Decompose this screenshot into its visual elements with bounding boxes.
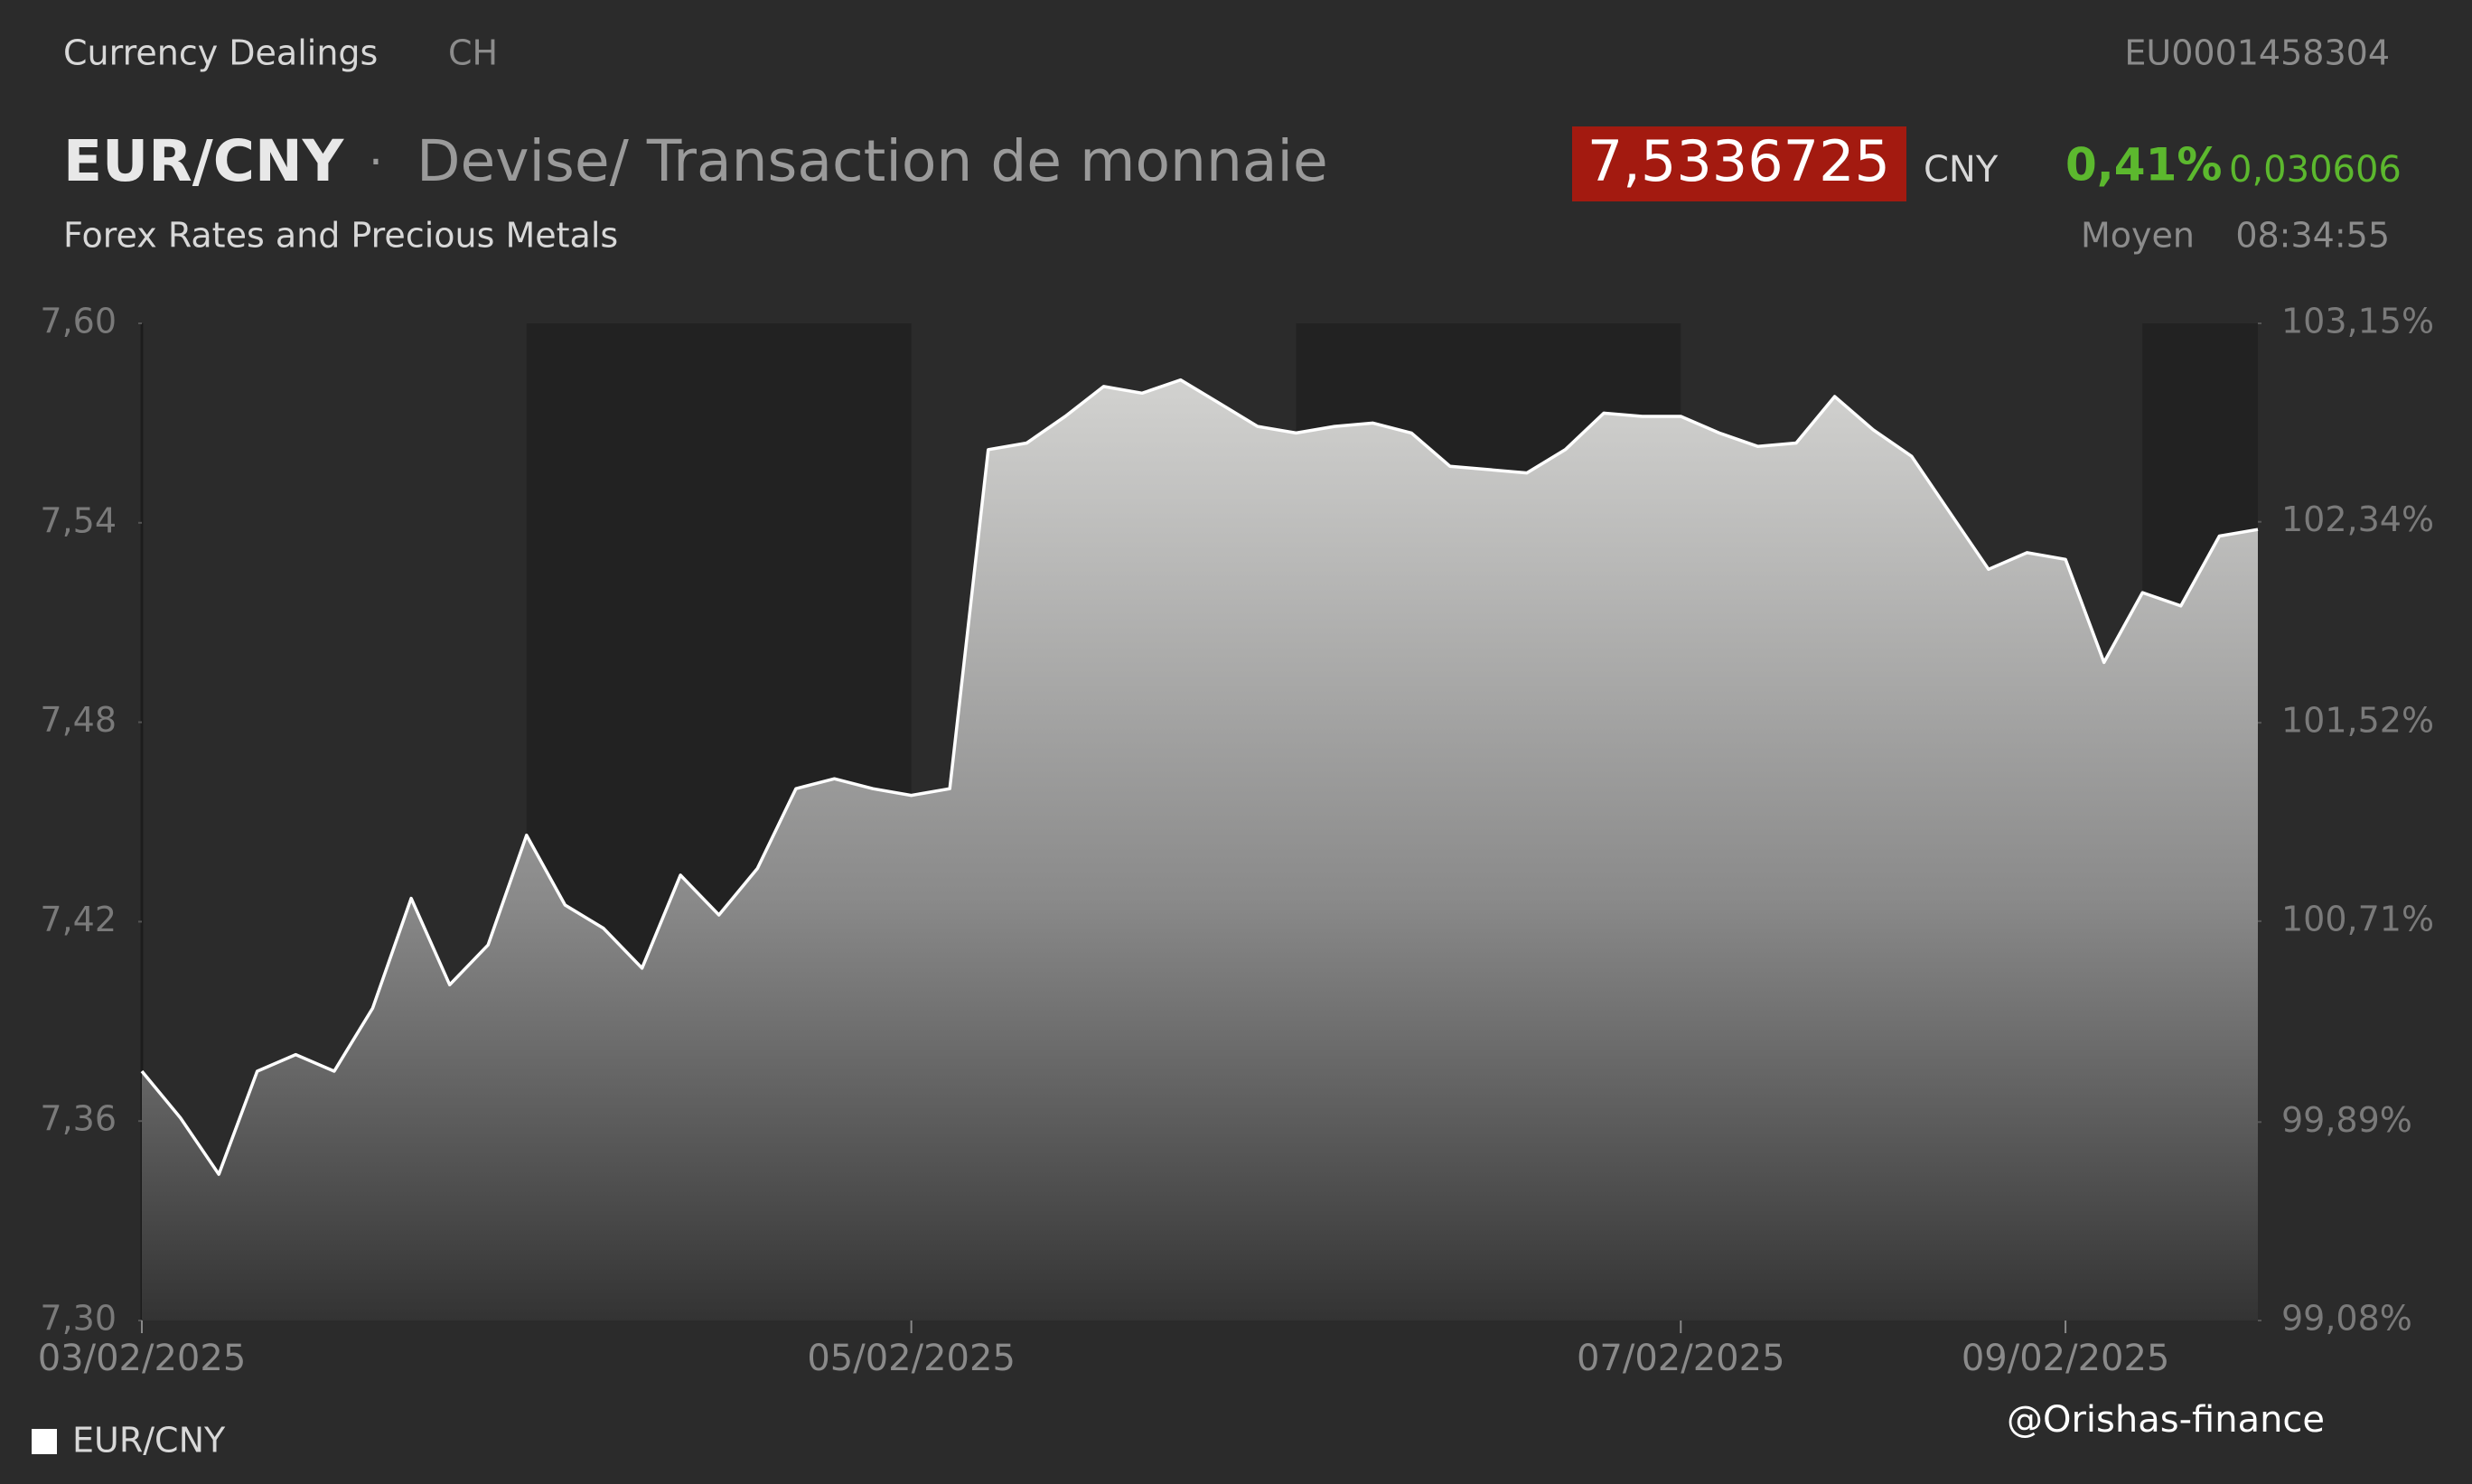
y-tick-label: 7,42 [40, 900, 117, 939]
line [140, 378, 2259, 1176]
market: CH [448, 33, 498, 73]
y-tick-label: 7,54 [40, 500, 117, 540]
price-type: Moyen [2081, 216, 2195, 256]
y-tick-label: 7,30 [40, 1299, 117, 1339]
y2-tick-label: 99,08% [2281, 1299, 2412, 1339]
plot-area: 7,30 7,36 7,42 7,48 7,54 7,60 99,08% 99,89% 100,… [38, 302, 2434, 1380]
y2-tick-label: 99,89% [2281, 1100, 2412, 1140]
y2-tick-label: 102,34% [2281, 499, 2434, 539]
x-tick-label: 05/02/2025 [807, 1338, 1016, 1379]
currency: CNY [1924, 149, 1999, 191]
legend-swatch [32, 1429, 57, 1454]
price-box [1572, 126, 1906, 201]
source: Currency Dealings [63, 33, 378, 73]
y2-tick-label: 100,71% [2281, 899, 2434, 938]
watermark: @Orishas-finance [2007, 1399, 2325, 1441]
y-tick-label: 7,36 [40, 1099, 117, 1139]
symbol: EUR/CNY [63, 128, 345, 194]
category: Forex Rates and Precious Metals [63, 216, 618, 256]
isin: EU0001458304 [2124, 33, 2390, 73]
change-abs: 0,030606 [2229, 149, 2402, 191]
y-tick-label: 7,48 [40, 700, 117, 740]
time: 08:34:55 [2235, 216, 2390, 256]
area [142, 379, 2258, 1321]
price: 7,5336725 [1587, 128, 1890, 194]
y-tick-label: 7,60 [40, 302, 117, 341]
y2-tick-label: 103,15% [2281, 302, 2434, 341]
x-tick-label: 07/02/2025 [1577, 1338, 1785, 1379]
separator: · [369, 136, 383, 189]
x-tick-label: 03/02/2025 [38, 1338, 247, 1379]
legend-label: EUR/CNY [72, 1421, 226, 1461]
y2-tick-label: 101,52% [2281, 701, 2434, 741]
x-tick-label: 09/02/2025 [1962, 1338, 2170, 1379]
description: Devise/ Transaction de monnaie [417, 128, 1328, 194]
change-pct: 0,41% [2065, 139, 2222, 191]
